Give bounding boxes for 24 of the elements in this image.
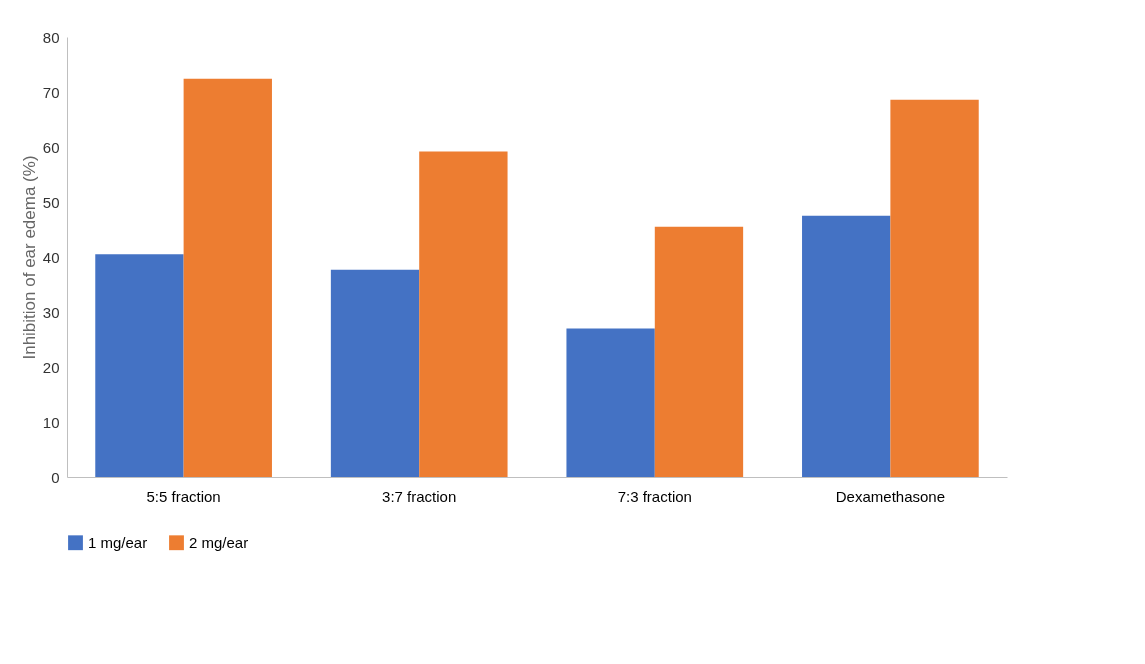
y-tick-label: 50 [42, 193, 60, 211]
bar [654, 226, 744, 477]
legend-label: 2 mg/ear [189, 533, 249, 551]
bar [95, 254, 184, 477]
bar [330, 269, 420, 477]
y-axis-title: Inhibition of ear edema (%) [19, 155, 39, 360]
x-tick-label: 7:3 fraction [617, 487, 692, 505]
bar [890, 99, 979, 477]
y-tick-label: 0 [51, 468, 60, 486]
x-tick-label: 3:7 fraction [382, 487, 457, 505]
bar [566, 328, 655, 477]
x-tick-label: Dexamethasone [835, 487, 945, 505]
y-tick-label: 30 [42, 303, 60, 321]
y-tick-label: 70 [42, 83, 60, 101]
y-tick-label: 40 [42, 248, 60, 266]
y-tick-label: 20 [42, 358, 60, 376]
bar [802, 215, 891, 477]
y-tick-label: 60 [42, 138, 60, 156]
legend-label: 1 mg/ear [88, 533, 148, 551]
bar [419, 151, 508, 477]
y-tick-label: 80 [42, 28, 60, 46]
bar [183, 78, 272, 477]
x-tick-label: 5:5 fraction [146, 487, 221, 505]
y-tick-label: 10 [42, 413, 60, 431]
